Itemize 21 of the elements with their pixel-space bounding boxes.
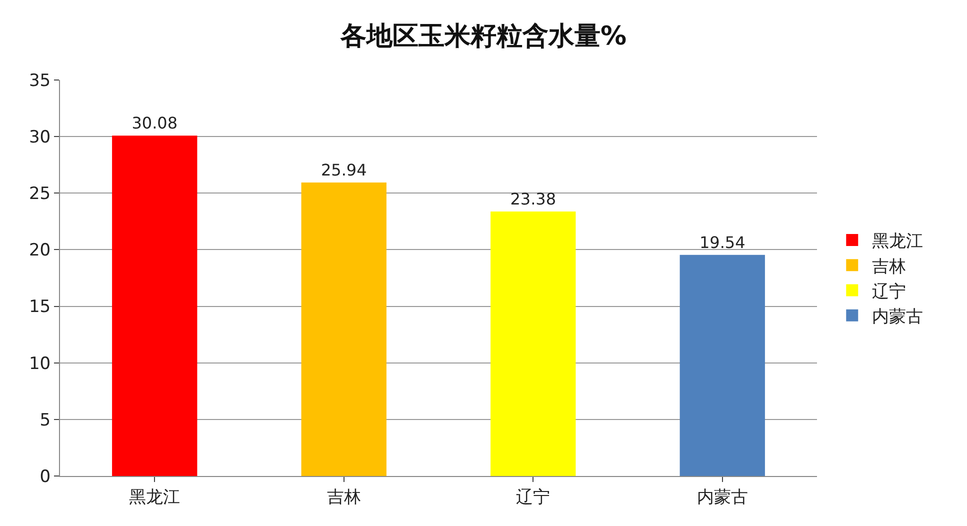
legend-label: 内蒙古 <box>872 306 924 327</box>
legend-label: 辽宁 <box>872 282 906 302</box>
y-tick-label: 5 <box>40 410 51 430</box>
legend-label: 黑龙江 <box>872 232 924 252</box>
y-tick-label: 0 <box>40 466 51 487</box>
y-tick-label: 20 <box>28 240 51 261</box>
y-tick-label: 30 <box>28 128 51 148</box>
data-label: 25.94 <box>320 160 367 180</box>
x-tick-label: 黑龙江 <box>129 487 180 508</box>
data-label: 19.54 <box>699 232 746 252</box>
x-tick-label: 辽宁 <box>516 487 550 508</box>
y-tick-label: 35 <box>28 70 51 91</box>
data-label: 23.38 <box>510 189 556 208</box>
chart-title: 各地区玉米籽粒含水量% <box>339 22 627 52</box>
legend-label: 吉林 <box>872 256 906 277</box>
data-label: 30.08 <box>132 114 178 133</box>
x-tick-label: 内蒙古 <box>696 487 748 508</box>
y-tick-label: 25 <box>28 184 51 204</box>
y-tick-label: 15 <box>28 297 51 318</box>
y-tick-label: 10 <box>28 354 51 374</box>
x-tick-label: 吉林 <box>326 487 361 508</box>
